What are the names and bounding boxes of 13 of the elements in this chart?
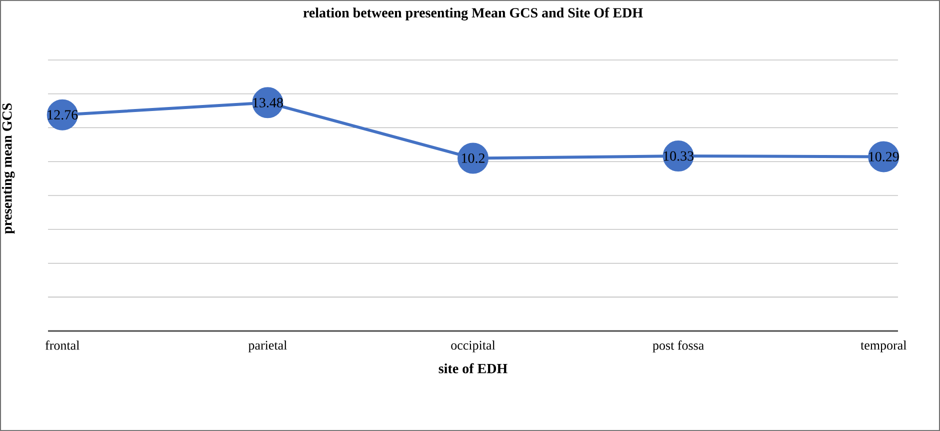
- x-tick-label: occipital: [451, 340, 496, 352]
- x-tick-label: temporal: [860, 340, 906, 352]
- data-label: 12.76: [48, 110, 78, 120]
- chart-title: relation between presenting Mean GCS and Site Of EDH: [303, 8, 643, 20]
- data-label: 10.33: [664, 151, 694, 161]
- data-label: 10.2: [462, 153, 484, 163]
- y-axis-title: presenting mean GCS: [2, 103, 15, 234]
- x-tick-label: frontal: [45, 340, 80, 350]
- x-tick-label: parietal: [248, 340, 287, 352]
- x-tick-label: post fossa: [652, 340, 704, 352]
- data-label: 10.29: [869, 152, 899, 162]
- x-axis-title: site of EDH: [438, 363, 508, 374]
- data-label: 13.48: [253, 98, 283, 108]
